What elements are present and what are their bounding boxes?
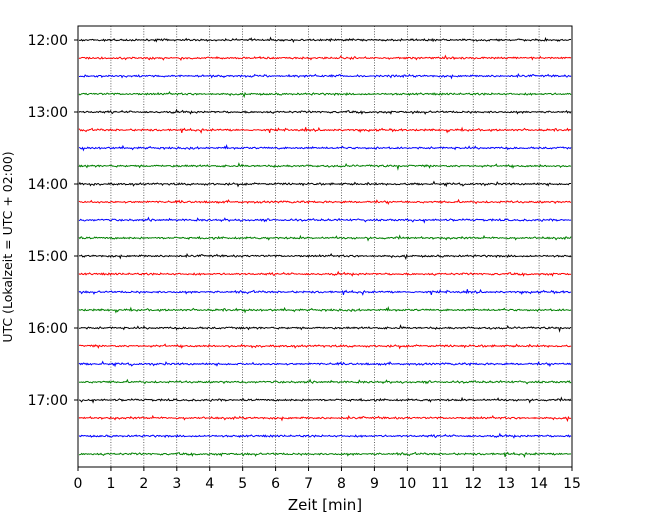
- x-tick-label: 4: [205, 476, 214, 492]
- x-tick-label: 10: [398, 476, 416, 492]
- x-tick-label: 2: [139, 476, 148, 492]
- x-tick-label: 15: [563, 476, 581, 492]
- seismic-trace: [78, 396, 572, 404]
- y-tick-label: 14:00: [28, 177, 68, 193]
- seismic-trace: [78, 306, 572, 314]
- y-tick-label: 17:00: [28, 393, 68, 409]
- x-tick-label: 14: [530, 476, 548, 492]
- seismic-trace: [78, 288, 572, 296]
- seismic-trace: [78, 432, 572, 439]
- y-tick-label: 12:00: [28, 33, 68, 49]
- seismic-trace: [78, 216, 572, 224]
- seismic-trace: [78, 90, 572, 99]
- x-tick-label: 13: [497, 476, 515, 492]
- x-tick-label: 7: [304, 476, 313, 492]
- seismic-trace: [78, 73, 572, 80]
- x-tick-label: 0: [74, 476, 83, 492]
- x-tick-label: 6: [271, 476, 280, 492]
- seismic-trace: [78, 54, 572, 62]
- x-tick-label: 1: [106, 476, 115, 492]
- plot-frame: [77, 25, 573, 468]
- grid-layer: [110, 26, 540, 467]
- y-axis-label: UTC (Lokalzeit = UTC + 02:00): [0, 151, 15, 342]
- x-tick-label: 9: [370, 476, 379, 492]
- seismic-trace: [78, 252, 572, 261]
- x-tick-label: 8: [337, 476, 346, 492]
- x-axis-label: Zeit [min]: [288, 496, 362, 514]
- x-tick-label: 5: [238, 476, 247, 492]
- x-tick-label: 12: [464, 476, 482, 492]
- x-tick-label: 11: [431, 476, 449, 492]
- seismic-trace: [78, 144, 572, 152]
- seismic-trace: [78, 108, 572, 115]
- seismic-trace: [78, 414, 572, 423]
- seismic-trace: [78, 378, 572, 385]
- y-tick-label: 15:00: [28, 249, 68, 265]
- seismic-trace: [78, 234, 572, 242]
- y-axis: 12:00 13:00 14:00 15:00 16:00 17:00: [28, 33, 78, 409]
- seismic-trace: [78, 198, 572, 205]
- seismic-trace: [78, 343, 572, 350]
- x-axis: 0 1 2 3 4 5 6 7 8 9 10 11 12 13 14 15: [74, 467, 581, 492]
- seismic-trace: [78, 180, 572, 188]
- seismic-trace: [78, 451, 572, 458]
- seismic-trace: [78, 270, 572, 277]
- seismic-trace: [78, 126, 572, 134]
- x-tick-label: 3: [172, 476, 181, 492]
- y-tick-label: 16:00: [28, 321, 68, 337]
- seismic-trace: [78, 360, 572, 368]
- trace-layer: [78, 36, 572, 458]
- seismic-trace: [78, 324, 572, 333]
- seismic-trace: [78, 36, 572, 44]
- y-tick-label: 13:00: [28, 105, 68, 121]
- seismic-trace: [78, 162, 572, 171]
